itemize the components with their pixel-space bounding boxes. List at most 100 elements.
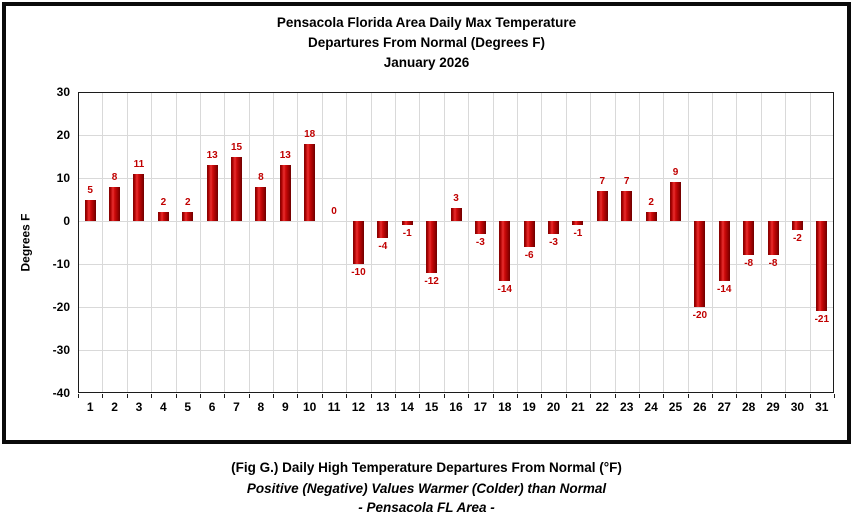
bar-value-label: -20 <box>692 310 708 321</box>
bar-value-label: 0 <box>331 206 337 217</box>
x-axis-label: 8 <box>257 400 265 414</box>
bar <box>133 173 145 221</box>
v-gridline <box>273 92 275 393</box>
v-gridline <box>321 92 323 393</box>
bar <box>182 212 194 221</box>
x-axis-label: 12 <box>351 400 366 414</box>
x-axis-label: 6 <box>208 400 216 414</box>
bar-value-label: 15 <box>230 141 243 153</box>
x-axis-tick <box>151 394 153 398</box>
x-axis-tick <box>516 394 518 398</box>
bar <box>743 221 755 256</box>
bar-value-label: 9 <box>672 167 679 179</box>
x-axis-label: 1 <box>86 400 94 414</box>
v-gridline <box>443 92 445 393</box>
bar-value-label: 2 <box>184 197 191 209</box>
bar <box>401 221 413 226</box>
chart-canvas: Pensacola Florida Area Daily Max Tempera… <box>6 6 847 440</box>
y-axis-tick-label: -10 <box>52 257 70 271</box>
x-axis-label: 31 <box>815 400 829 414</box>
x-axis-tick <box>126 394 128 398</box>
bar-value-label: -4 <box>378 241 388 253</box>
x-axis-label: 14 <box>400 400 414 414</box>
bar <box>523 221 535 247</box>
x-axis-tick <box>834 394 835 398</box>
bar-value-label: -10 <box>351 267 366 278</box>
bar <box>157 212 169 221</box>
v-gridline <box>760 92 762 393</box>
x-axis-label: 7 <box>233 400 240 414</box>
h-gridline <box>78 350 834 351</box>
x-axis-label: 16 <box>449 400 463 414</box>
bar-value-label: 2 <box>160 197 167 209</box>
x-axis-tick <box>419 394 421 398</box>
bar <box>109 186 121 221</box>
x-axis-tick <box>492 394 494 398</box>
y-axis-tick-label: -30 <box>52 343 70 357</box>
bar <box>352 221 364 264</box>
bar <box>645 212 657 221</box>
bar <box>499 221 511 282</box>
bar-value-label: -3 <box>475 236 485 248</box>
x-axis-label: 5 <box>184 400 192 414</box>
x-axis-tick <box>175 394 177 398</box>
x-axis-label: 29 <box>766 400 780 414</box>
h-gridline <box>78 135 834 136</box>
x-axis-label: 15 <box>424 400 439 414</box>
bar-value-label: -12 <box>424 275 439 287</box>
v-gridline <box>419 92 421 393</box>
bar-value-label: -1 <box>402 228 412 240</box>
bar <box>621 190 633 221</box>
bar-value-label: 7 <box>599 175 606 187</box>
x-axis-label: 10 <box>302 400 317 414</box>
x-axis-tick <box>565 394 567 398</box>
bar <box>548 221 560 234</box>
y-axis-tick-label: 30 <box>56 85 70 99</box>
x-axis-tick <box>370 394 372 398</box>
bar <box>231 156 243 221</box>
v-gridline <box>687 92 689 393</box>
bar <box>304 143 316 221</box>
v-gridline <box>638 92 640 393</box>
x-axis-label: 3 <box>135 400 143 414</box>
bar-value-label: -14 <box>497 284 512 296</box>
chart-title-line-1: Pensacola Florida Area Daily Max Tempera… <box>276 15 577 30</box>
bar <box>279 165 291 221</box>
x-axis-label: 19 <box>522 400 536 414</box>
x-axis-label: 9 <box>281 400 289 414</box>
x-axis-label: 17 <box>473 400 488 414</box>
bar <box>572 221 584 226</box>
y-axis-tick-label: -40 <box>52 386 70 400</box>
bar-value-label: 13 <box>206 150 218 162</box>
x-axis-label: 20 <box>546 400 561 414</box>
x-axis-tick <box>248 394 250 398</box>
v-gridline <box>224 92 226 393</box>
x-axis-tick <box>443 394 445 398</box>
h-gridline <box>78 307 834 308</box>
v-gridline <box>663 92 665 393</box>
v-gridline <box>785 92 787 393</box>
chart-frame: Pensacola Florida Area Daily Max Tempera… <box>2 2 851 444</box>
x-axis-label: 21 <box>571 400 585 414</box>
bar-value-label: -6 <box>524 249 534 261</box>
v-gridline <box>516 92 518 393</box>
bar <box>450 208 462 221</box>
x-axis-tick <box>590 394 592 398</box>
bar <box>84 199 96 221</box>
y-axis-tick-label: 0 <box>63 214 70 228</box>
x-axis-tick <box>663 394 665 398</box>
x-axis-tick <box>199 394 201 398</box>
y-axis-tick-label: -20 <box>52 300 70 314</box>
v-gridline <box>199 92 201 393</box>
v-gridline <box>492 92 494 393</box>
v-gridline <box>370 92 372 393</box>
x-axis-label: 4 <box>160 400 167 414</box>
bar-value-label: -2 <box>792 232 802 244</box>
x-axis-tick <box>468 394 470 398</box>
x-axis-label: 27 <box>717 400 731 414</box>
v-gridline <box>346 92 348 393</box>
bar-value-label: 5 <box>87 184 93 196</box>
x-axis-tick <box>614 394 616 398</box>
bar-value-label: 11 <box>133 158 145 170</box>
